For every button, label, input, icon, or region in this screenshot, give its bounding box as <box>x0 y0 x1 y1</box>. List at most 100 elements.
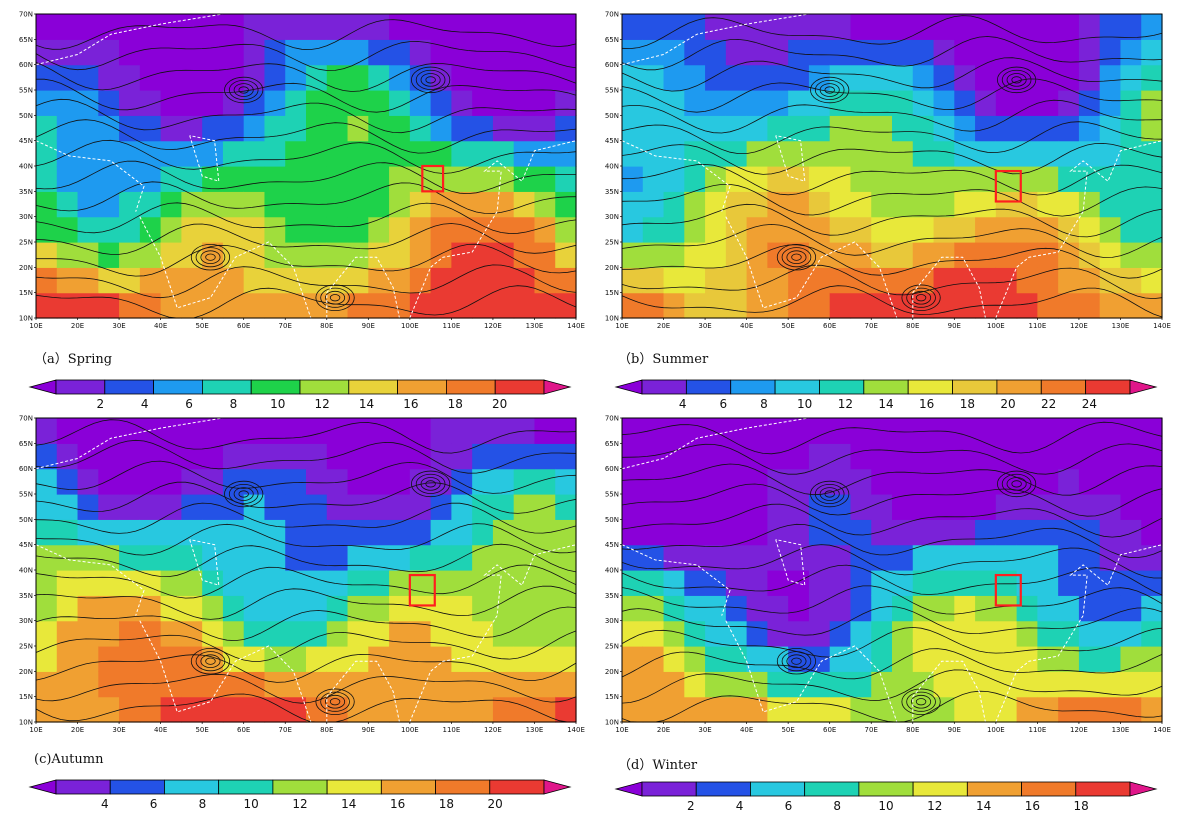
colorbar-label: 8 <box>199 797 207 811</box>
lon-tick-label: 80E <box>320 322 333 330</box>
colorbar-segment <box>641 379 687 395</box>
lat-tick-label: 55N <box>605 491 619 499</box>
streamlines <box>621 15 1163 318</box>
colorbar-label: 12 <box>838 397 853 411</box>
map-spring: 10N 15N 20N 25N 30N 35N 40N 45N 50N 55N 60N 65N 70N 1… <box>19 11 585 331</box>
colorbar-segment <box>1075 781 1131 797</box>
study-region-box <box>421 164 445 193</box>
map-summer: 10N 15N 20N 25N 30N 35N 40N 45N 50N 55N 60N 65N 70N 1… <box>605 11 1171 331</box>
lat-tick-label: 40N <box>19 567 33 575</box>
lat-tick-label: 15N <box>605 693 619 701</box>
shaded-field <box>36 418 577 723</box>
colorbar-label: 6 <box>185 397 193 411</box>
lat-tick-label: 60N <box>19 465 33 473</box>
shaded-field <box>622 418 1163 723</box>
colorbar-segment <box>348 379 398 395</box>
lat-tick-label: 15N <box>605 289 619 297</box>
lat-tick-label: 20N <box>19 668 33 676</box>
lat-tick-label: 65N <box>605 36 619 44</box>
lat-tick-label: 30N <box>605 213 619 221</box>
colorbar-label: 20 <box>488 797 503 811</box>
lon-tick-label: 50E <box>195 726 208 734</box>
colorbar-lower-extend <box>28 779 57 795</box>
streamlines <box>35 19 577 319</box>
colorbar-label: 20 <box>1000 397 1015 411</box>
colorbar-segment <box>380 779 436 795</box>
map-autumn: 10N 15N 20N 25N 30N 35N 40N 45N 50N 55N 60N 65N 70N 1… <box>19 415 585 735</box>
colorbar-label: 14 <box>878 397 893 411</box>
lon-tick-label: 110E <box>442 726 460 734</box>
lat-tick-label: 65N <box>605 440 619 448</box>
lon-tick-label: 110E <box>1028 322 1046 330</box>
colorbar-segment <box>201 379 252 395</box>
lon-tick-label: 10E <box>615 726 628 734</box>
lon-tick-label: 140E <box>567 726 585 734</box>
colorbar-label: 2 <box>687 799 695 813</box>
lon-tick-label: 20E <box>657 726 670 734</box>
colorbar-segment <box>695 781 751 797</box>
lat-tick-label: 45N <box>19 541 33 549</box>
lat-tick-label: 10N <box>19 719 33 727</box>
colorbar-label: 18 <box>448 397 463 411</box>
streamlines <box>35 419 577 723</box>
panel-summer: 10N 15N 20N 25N 30N 35N 40N 45N 50N 55N 60N 65N 70N 1… <box>586 0 1180 340</box>
lon-tick-label: 130E <box>1112 322 1130 330</box>
colorbar-label: 6 <box>150 797 158 811</box>
panel-autumn: 10N 15N 20N 25N 30N 35N 40N 45N 50N 55N 60N 65N 70N 1… <box>0 404 590 744</box>
colorbar-segment <box>218 779 274 795</box>
colorbar-upper-extend <box>1129 379 1158 395</box>
colorbar-label: 8 <box>760 397 768 411</box>
lat-tick-label: 30N <box>605 617 619 625</box>
lon-tick-label: 140E <box>1153 322 1171 330</box>
colorbar-segment <box>109 779 165 795</box>
colorbar-label: 18 <box>1074 799 1089 813</box>
lon-tick-label: 40E <box>154 322 167 330</box>
colorbar-segment <box>299 379 350 395</box>
lat-tick-label: 15N <box>19 693 33 701</box>
lat-tick-label: 60N <box>605 61 619 69</box>
lat-tick-label: 35N <box>19 592 33 600</box>
lon-tick-label: 40E <box>154 726 167 734</box>
lat-tick-label: 70N <box>605 11 619 19</box>
lon-tick-label: 140E <box>1153 726 1171 734</box>
lon-tick-label: 60E <box>237 726 250 734</box>
colorbar-segment <box>445 379 496 395</box>
lon-tick-label: 30E <box>112 726 125 734</box>
lon-tick-label: 90E <box>948 322 961 330</box>
colorbar-label: 6 <box>785 799 793 813</box>
shaded-field <box>36 14 577 319</box>
colorbar-label: 18 <box>960 397 975 411</box>
colorbar-segment <box>1040 379 1087 395</box>
colorbar-label: 10 <box>797 397 812 411</box>
colorbar-label: 4 <box>141 397 149 411</box>
lon-tick-label: 50E <box>781 322 794 330</box>
lon-tick-label: 30E <box>698 726 711 734</box>
colorbar-segment <box>1085 379 1131 395</box>
colorbar-segment <box>952 379 998 395</box>
colorbar-summer: 4 6 8 10 12 14 16 18 20 22 24 <box>614 379 1158 411</box>
colorbar-label: 12 <box>927 799 942 813</box>
colorbar-segment <box>55 779 111 795</box>
colorbar-label: 20 <box>492 397 507 411</box>
lat-tick-label: 25N <box>19 643 33 651</box>
lon-tick-label: 100E <box>987 322 1005 330</box>
colorbar-label: 10 <box>878 799 893 813</box>
study-region-box <box>994 573 1022 607</box>
lat-tick-label: 50N <box>605 516 619 524</box>
map-winter: 10N 15N 20N 25N 30N 35N 40N 45N 50N 55N 60N 65N 70N 1… <box>605 415 1171 735</box>
colorbar-label: 10 <box>270 397 285 411</box>
lon-tick-label: 40E <box>740 726 753 734</box>
panel-winter: 10N 15N 20N 25N 30N 35N 40N 45N 50N 55N 60N 65N 70N 1… <box>586 404 1180 744</box>
lon-tick-label: 20E <box>71 726 84 734</box>
lon-tick-label: 50E <box>195 322 208 330</box>
lat-tick-label: 60N <box>19 61 33 69</box>
coastlines <box>621 417 1163 733</box>
lon-tick-label: 60E <box>823 322 836 330</box>
lat-tick-label: 35N <box>605 592 619 600</box>
lat-tick-label: 40N <box>19 163 33 171</box>
lon-tick-label: 120E <box>484 322 502 330</box>
lat-tick-label: 70N <box>19 11 33 19</box>
colorbar-segment <box>489 779 545 795</box>
lon-tick-label: 100E <box>987 726 1005 734</box>
lon-tick-label: 120E <box>484 726 502 734</box>
